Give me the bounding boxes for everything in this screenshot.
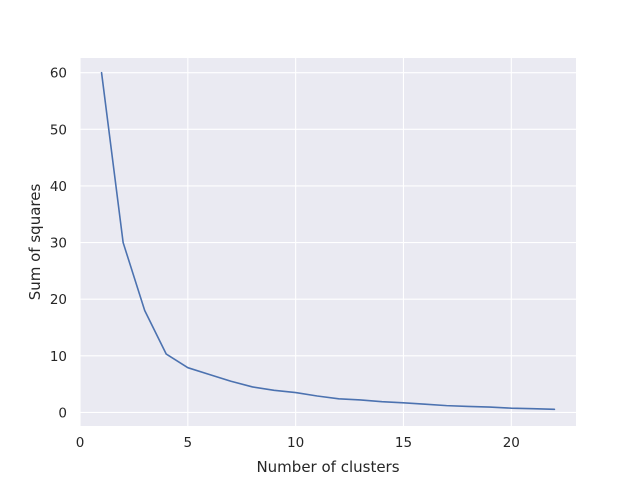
y-tick-label: 20: [50, 292, 67, 308]
x-tick-label: 5: [184, 435, 193, 451]
y-tick-label: 30: [50, 236, 67, 252]
y-tick-label: 60: [50, 66, 67, 82]
y-axis-label: Sum of squares: [26, 184, 44, 301]
x-tick-label: 20: [503, 435, 520, 451]
series-group: [100, 71, 556, 411]
x-tick-label: 10: [287, 435, 304, 451]
plot-area: [80, 58, 576, 426]
x-tick-label: 0: [76, 435, 85, 451]
y-tick-label: 40: [50, 179, 67, 195]
series-line: [100, 71, 556, 411]
x-axis-label: Number of clusters: [256, 458, 399, 476]
y-tick-label: 0: [58, 405, 67, 421]
grid: [79, 58, 576, 426]
x-axis-ticks: 0 5 10 15 20: [76, 435, 520, 451]
y-axis-ticks: 0 10 20 30 40 50 60: [50, 66, 67, 422]
y-tick-label: 50: [50, 122, 67, 138]
y-tick-label: 10: [50, 349, 67, 365]
x-tick-label: 15: [395, 435, 412, 451]
